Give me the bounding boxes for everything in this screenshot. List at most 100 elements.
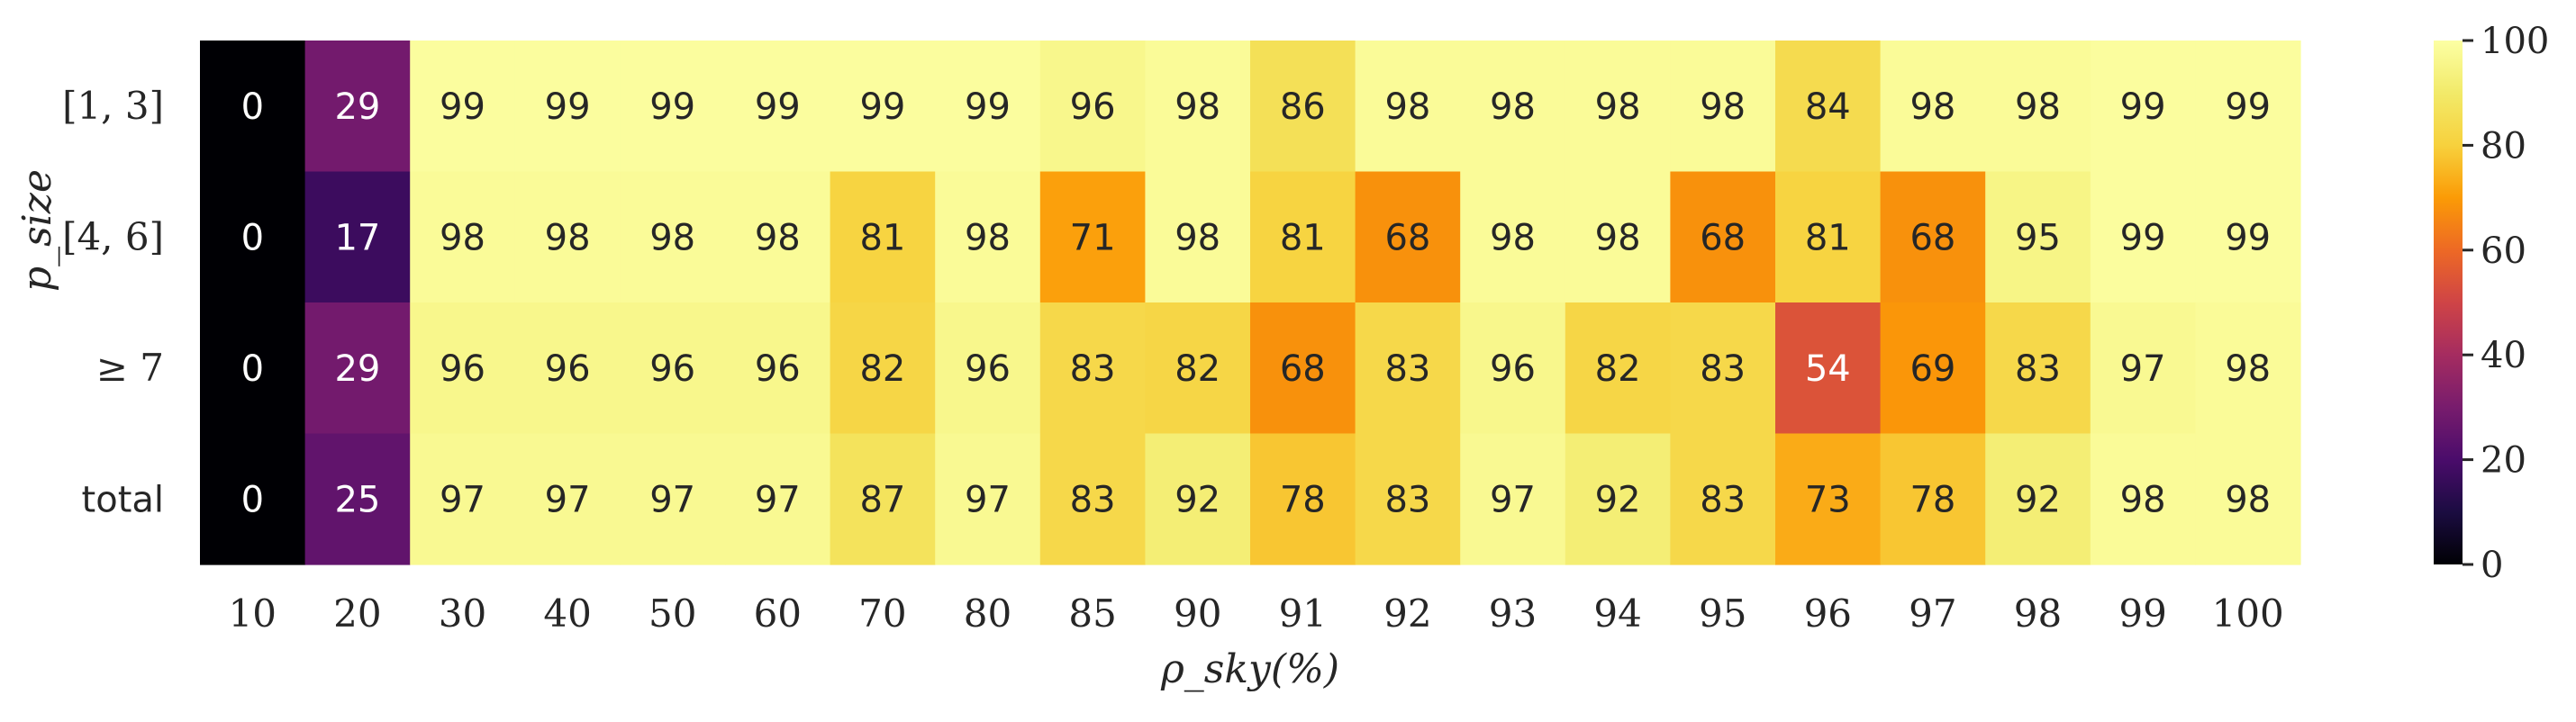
- heatmap-cell: [725, 171, 831, 303]
- colorbar-gradient: [2434, 41, 2463, 564]
- cell-value-label: 98: [1175, 217, 1220, 258]
- heatmap-cell: [2195, 41, 2301, 173]
- cell-value-label: 69: [1909, 348, 1955, 390]
- cell-value-label: 96: [755, 348, 801, 390]
- y-tick-label: total: [82, 479, 164, 520]
- cell-value-label: 99: [649, 86, 695, 128]
- x-tick-label: 91: [1279, 591, 1327, 636]
- heatmap-cell: [514, 302, 621, 435]
- cell-value-label: 98: [2225, 479, 2271, 520]
- heatmap-cell: [1880, 171, 1986, 303]
- heatmap-cell: [1565, 433, 1671, 565]
- heatmap-cell: [200, 41, 306, 173]
- heatmap-cell: [514, 41, 621, 173]
- heatmap-cell: [304, 433, 411, 565]
- x-tick-label: 90: [1174, 591, 1221, 636]
- cell-value-label: 68: [1909, 217, 1955, 258]
- cell-value-label: 97: [2120, 348, 2166, 390]
- heatmap-cell: [2090, 171, 2196, 303]
- cell-value-label: 98: [649, 217, 695, 258]
- cell-value-label: 81: [859, 217, 905, 258]
- x-tick-label: 95: [1699, 591, 1746, 636]
- heatmap-cell: [1250, 171, 1356, 303]
- heatmap-cell: [1460, 302, 1566, 435]
- heatmap-cell: [830, 433, 936, 565]
- heatmap-cell: [1145, 302, 1251, 435]
- y-tick-label: ≥ 7: [96, 346, 164, 390]
- heatmap-cell: [1250, 302, 1356, 435]
- heatmap-cell: [1985, 41, 2091, 173]
- heatmap-cell: [620, 302, 726, 435]
- cell-value-label: 81: [1280, 217, 1326, 258]
- cell-value-label: 82: [1595, 348, 1641, 390]
- cell-value-label: 0: [241, 348, 264, 390]
- heatmap-cell: [725, 41, 831, 173]
- cell-value-label: 83: [1700, 348, 1746, 390]
- cell-value-label: 25: [334, 479, 380, 520]
- heatmap-cell: [200, 302, 306, 435]
- heatmap-cell: [2195, 433, 2301, 565]
- cell-value-label: 83: [2015, 348, 2061, 390]
- heatmap-cell: [1355, 433, 1461, 565]
- heatmap-cell: [1460, 41, 1566, 173]
- heatmap-cell: [2195, 171, 2301, 303]
- heatmap-cell: [935, 41, 1041, 173]
- cell-value-label: 78: [1280, 479, 1326, 520]
- heatmap-cell: [2090, 302, 2196, 435]
- heatmap-cell: [935, 433, 1041, 565]
- heatmap-cell: [410, 171, 516, 303]
- cell-value-label: 54: [1805, 348, 1851, 390]
- colorbar-tick-label: 20: [2481, 440, 2526, 482]
- x-tick-label: 60: [754, 591, 802, 636]
- cell-value-label: 73: [1805, 479, 1851, 520]
- heatmap-cell: [1775, 433, 1882, 565]
- x-tick-label: 20: [333, 591, 381, 636]
- cell-value-label: 97: [1490, 479, 1536, 520]
- cell-value-label: 99: [2120, 86, 2166, 128]
- cell-value-label: 84: [1805, 86, 1851, 128]
- x-tick-labels: 10 20 30 40 50 60 70 80 85 90 91 92 93 94 95 96 97 98 99 10…: [229, 591, 2284, 636]
- cell-value-label: 96: [1070, 86, 1116, 128]
- heatmap-cell: [1145, 433, 1251, 565]
- cell-value-label: 98: [1175, 86, 1220, 128]
- cell-value-label: 98: [2225, 348, 2271, 390]
- x-tick-label: 94: [1593, 591, 1641, 636]
- y-tick-labels: [1, 3] [4, 6] ≥ 7 total: [62, 84, 164, 521]
- colorbar-tick-label: 40: [2481, 335, 2526, 376]
- heatmap-cells: 0 29 99 99 99 99 99 99 96 98 86 98 98 98 98 84 98 98 99 99 0…: [200, 41, 2301, 565]
- heatmap-cell: [1145, 171, 1251, 303]
- heatmap-cell: [2090, 41, 2196, 173]
- x-tick-label: 98: [2014, 591, 2062, 636]
- heatmap-cell: [620, 171, 726, 303]
- heatmap-cell: [1670, 171, 1776, 303]
- cell-value-label: 98: [440, 217, 485, 258]
- cell-value-label: 99: [755, 86, 801, 128]
- cell-value-label: 81: [1805, 217, 1851, 258]
- heatmap-cell: [1460, 171, 1566, 303]
- cell-value-label: 71: [1070, 217, 1116, 258]
- cell-value-label: 98: [2120, 479, 2166, 520]
- heatmap-cell: [935, 171, 1041, 303]
- heatmap-cell: [830, 171, 936, 303]
- cell-value-label: 0: [241, 86, 264, 128]
- cell-value-label: 96: [649, 348, 695, 390]
- cell-value-label: 82: [1175, 348, 1220, 390]
- colorbar-tick-label: 100: [2481, 21, 2549, 62]
- x-tick-label: 97: [1909, 591, 1956, 636]
- cell-value-label: 99: [2120, 217, 2166, 258]
- x-tick-label: 99: [2118, 591, 2166, 636]
- x-tick-label: 30: [439, 591, 486, 636]
- heatmap-cell: [304, 41, 411, 173]
- heatmap-cell: [200, 171, 306, 303]
- cell-value-label: 97: [649, 479, 695, 520]
- cell-value-label: 78: [1909, 479, 1955, 520]
- cell-value-label: 98: [1384, 86, 1430, 128]
- cell-value-label: 98: [1595, 86, 1641, 128]
- y-tick-label: [1, 3]: [62, 84, 164, 128]
- cell-value-label: 98: [1490, 217, 1536, 258]
- heatmap-cell: [1565, 41, 1671, 173]
- colorbar: 0 20 40 60 80 100: [2434, 21, 2549, 586]
- heatmap-cell: [1670, 433, 1776, 565]
- cell-value-label: 99: [859, 86, 905, 128]
